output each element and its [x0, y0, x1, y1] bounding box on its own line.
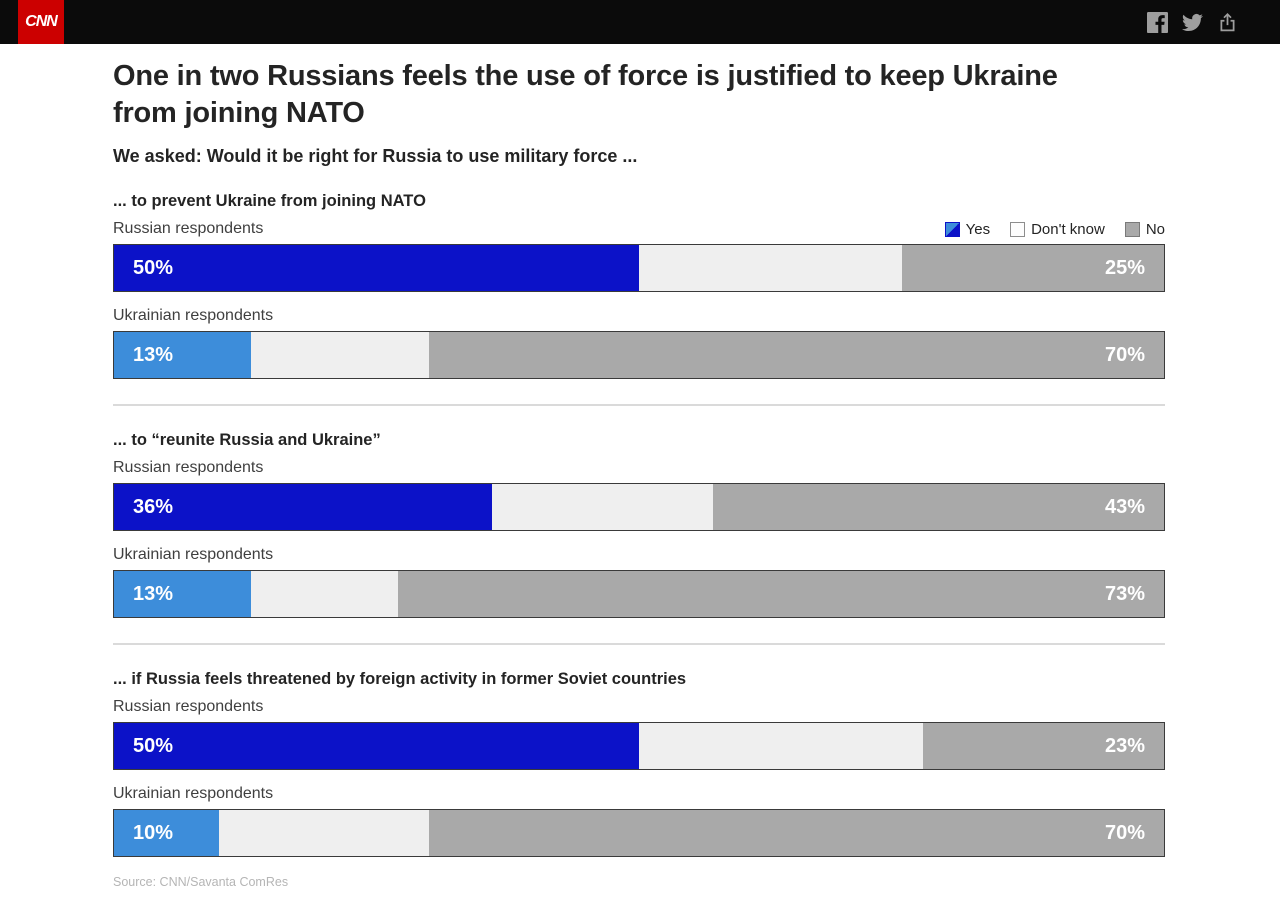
bar-segment-dont-know	[639, 245, 902, 292]
facebook-icon[interactable]	[1147, 11, 1168, 33]
bar-value-no: 43%	[1104, 495, 1145, 518]
legend-no-label: No	[1145, 221, 1165, 239]
stacked-bar-ukrainian: 10% 70%	[113, 809, 1165, 858]
bar-segment-no: 70%	[429, 810, 1164, 857]
bar-value-yes: 10%	[133, 821, 174, 844]
chart-legend: Yes Don't know No	[944, 221, 1165, 239]
social-icons	[1147, 11, 1238, 33]
group-label-russian: Russian respondents	[113, 220, 264, 238]
cnn-logo-text: CNN	[25, 13, 58, 30]
bar-segment-no: 23%	[922, 723, 1164, 770]
stacked-bar-russian: 36% 43%	[113, 483, 1165, 532]
bar-value-yes: 36%	[133, 495, 174, 518]
bar-segment-yes: 13%	[114, 332, 251, 379]
legend-yes-swatch	[944, 222, 960, 238]
stacked-bar-ukrainian: 13% 73%	[113, 570, 1165, 619]
legend-item-yes: Yes	[944, 221, 991, 239]
stacked-bar-ukrainian: 13% 70%	[113, 331, 1165, 380]
bar-value-yes: 50%	[133, 256, 174, 279]
group-label-russian: Russian respondents	[113, 459, 264, 477]
bar-value-yes: 50%	[133, 734, 174, 757]
share-icon[interactable]	[1217, 12, 1238, 33]
question-block-2: ... to “reunite Russia and Ukraine” Russ…	[113, 431, 1165, 619]
bar-segment-yes: 50%	[114, 245, 639, 292]
bar-segment-no: 43%	[712, 484, 1164, 531]
group-label-ukrainian: Ukrainian respondents	[113, 785, 274, 803]
section-divider	[113, 404, 1165, 407]
bar-value-no: 23%	[1104, 734, 1145, 757]
bar-value-no: 70%	[1104, 821, 1145, 844]
chart-subtitle: We asked: Would it be right for Russia t…	[113, 146, 638, 167]
top-nav-bar: CNN	[0, 0, 1280, 44]
question-title: ... if Russia feels threatened by foreig…	[113, 670, 687, 689]
chart-article: One in two Russians feels the use of for…	[113, 58, 1165, 915]
legend-dont-know-label: Don't know	[1031, 221, 1105, 239]
stacked-bar-russian: 50% 23%	[113, 722, 1165, 771]
bar-segment-no: 73%	[397, 571, 1164, 618]
bar-value-yes: 13%	[133, 343, 174, 366]
group-label-russian: Russian respondents	[113, 698, 264, 716]
legend-dont-know-swatch	[1010, 222, 1026, 238]
question-title: ... to “reunite Russia and Ukraine”	[113, 431, 381, 450]
source-credit: Source: CNN/Savanta ComRes	[113, 875, 289, 890]
bar-value-yes: 13%	[133, 582, 174, 605]
bar-segment-yes: 10%	[114, 810, 219, 857]
page-title: One in two Russians feels the use of for…	[113, 60, 1058, 129]
legend-item-dont-know: Don't know	[1010, 221, 1105, 238]
bar-segment-yes: 50%	[114, 723, 639, 770]
bar-value-no: 73%	[1104, 582, 1145, 605]
legend-item-no: No	[1124, 221, 1165, 239]
legend-yes-label: Yes	[965, 221, 991, 239]
question-block-3: ... if Russia feels threatened by foreig…	[113, 670, 1165, 858]
bar-segment-yes: 36%	[114, 484, 492, 531]
bar-segment-dont-know	[250, 571, 398, 618]
bar-segment-dont-know	[219, 810, 429, 857]
group-label-ukrainian: Ukrainian respondents	[113, 307, 274, 325]
bar-value-no: 70%	[1104, 343, 1145, 366]
question-title: ... to prevent Ukraine from joining NATO	[113, 192, 426, 211]
bar-segment-no: 25%	[901, 245, 1164, 292]
bar-segment-dont-know	[492, 484, 713, 531]
question-block-1: ... to prevent Ukraine from joining NATO…	[113, 192, 1165, 380]
bar-value-no: 25%	[1104, 256, 1145, 279]
twitter-icon[interactable]	[1182, 12, 1203, 33]
group-label-ukrainian: Ukrainian respondents	[113, 546, 274, 564]
bar-segment-dont-know	[250, 332, 429, 379]
cnn-logo[interactable]: CNN	[18, 0, 64, 44]
bar-segment-dont-know	[639, 723, 923, 770]
section-divider	[113, 643, 1165, 646]
legend-no-swatch	[1124, 222, 1140, 238]
bar-segment-yes: 13%	[114, 571, 251, 618]
stacked-bar-russian: 50% 25%	[113, 244, 1165, 293]
bar-segment-no: 70%	[429, 332, 1164, 379]
